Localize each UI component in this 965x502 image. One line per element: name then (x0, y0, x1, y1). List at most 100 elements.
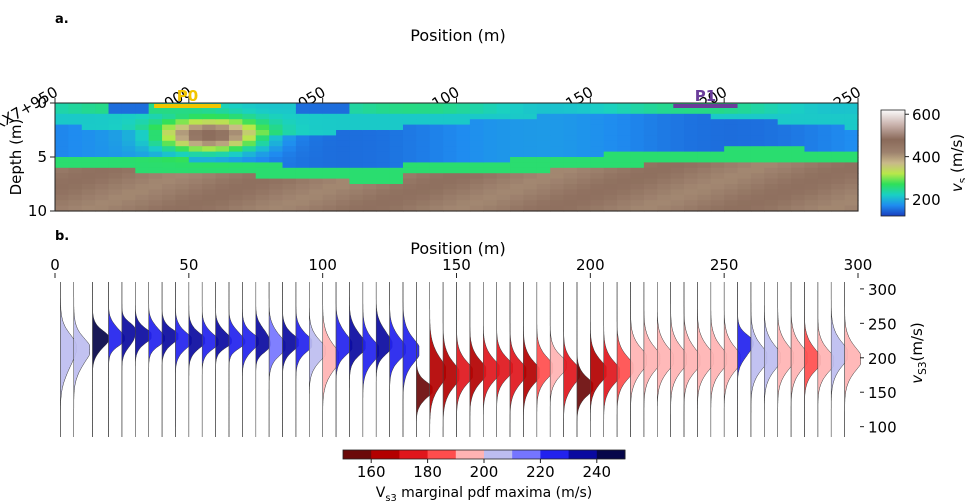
heatmap-cell (389, 146, 404, 153)
heatmap-cell (215, 200, 230, 207)
heatmap-cell (255, 200, 270, 207)
heatmap-cell (523, 140, 538, 147)
heatmap-cell (416, 135, 431, 142)
heatmap-cell (590, 178, 605, 185)
heatmap-cell (402, 194, 417, 201)
heatmap-cell (737, 167, 752, 174)
heatmap-cell (630, 189, 645, 196)
heatmap-cell (282, 194, 297, 201)
heatmap-cell (121, 151, 136, 158)
heatmap-cell (336, 173, 351, 180)
heatmap-cell (630, 178, 645, 185)
heatmap-cell (750, 103, 765, 109)
heatmap-cell (496, 103, 511, 109)
heatmap-cell (295, 151, 310, 158)
heatmap-cell (590, 135, 605, 142)
heatmap-cell (590, 189, 605, 196)
pdf-maxima-colorbar-bin (596, 450, 626, 459)
heatmap-cell (844, 151, 859, 158)
heatmap-cell (710, 140, 725, 147)
heatmap-cell (108, 108, 123, 115)
heatmap-cell (162, 194, 177, 201)
vs-colorbar-tick-label: 200 (912, 191, 941, 209)
heatmap-cell (817, 135, 832, 142)
heatmap-cell (429, 119, 444, 126)
heatmap-cell (443, 194, 458, 201)
heatmap-cell (576, 113, 591, 120)
heatmap-cell (844, 178, 859, 185)
heatmap-cell (483, 184, 498, 190)
heatmap-cell (188, 189, 203, 196)
heatmap-cell (710, 167, 725, 174)
heatmap-cell (697, 151, 712, 158)
heatmap-cell (804, 157, 819, 163)
vs-colorbar-label: vs (m/s) (948, 134, 965, 192)
heatmap-cell (175, 157, 190, 163)
heatmap-cell (121, 189, 136, 196)
heatmap-cell (443, 162, 458, 169)
pdf-maxima-colorbar-tick-label: 180 (413, 463, 442, 481)
heatmap-cell (844, 146, 859, 153)
heatmap-cell (737, 178, 752, 185)
heatmap-cell (309, 178, 324, 185)
heatmap-cell (469, 140, 484, 147)
heatmap-cell (710, 173, 725, 180)
pdf-maxima-colorbar-bin (427, 450, 457, 459)
heatmap-cell (55, 103, 69, 109)
heatmap-cell (684, 146, 698, 153)
heatmap-cell (777, 103, 792, 109)
heatmap-cell (55, 113, 69, 120)
heatmap-cell (791, 162, 806, 169)
heatmap-cell (563, 151, 578, 158)
heatmap-cell (657, 184, 672, 190)
heatmap-cell (576, 135, 591, 142)
heatmap-cell (496, 178, 511, 185)
heatmap-cell (148, 173, 163, 180)
heatmap-cell (402, 103, 417, 109)
heatmap-cell (697, 173, 712, 180)
heatmap-cell (550, 194, 565, 201)
heatmap-cell (135, 113, 150, 120)
heatmap-cell (750, 124, 765, 131)
heatmap-cell (764, 108, 779, 115)
heatmap-cell (362, 103, 377, 109)
heatmap-cell (389, 113, 404, 120)
violin (255, 282, 272, 437)
heatmap-cell (643, 108, 658, 115)
heatmap-cell (737, 205, 752, 212)
heatmap-cell (175, 189, 190, 196)
heatmap-cell (55, 124, 69, 131)
heatmap-cell (309, 130, 324, 136)
heatmap-cell (55, 162, 69, 169)
heatmap-cell (563, 157, 578, 163)
heatmap-cell (523, 178, 538, 185)
heatmap-cell (617, 184, 632, 190)
heatmap-cell (576, 200, 591, 207)
heatmap-cell (630, 157, 645, 163)
heatmap-cell (389, 108, 404, 115)
heatmap-cell (469, 205, 484, 212)
heatmap-cell (643, 184, 658, 190)
heatmap-cell (724, 130, 739, 136)
heatmap-cell (630, 108, 645, 115)
heatmap-cell (657, 130, 672, 136)
heatmap-cell (402, 184, 417, 190)
heatmap-cell (175, 124, 190, 131)
heatmap-cell (295, 124, 310, 131)
heatmap-cell (376, 146, 391, 153)
heatmap-cell (148, 119, 163, 126)
heatmap-cell (844, 140, 859, 147)
heatmap-cell (242, 173, 257, 180)
heatmap-cell (603, 194, 618, 201)
pdf-maxima-colorbar-tick-label: 240 (582, 463, 611, 481)
heatmap-cell (282, 119, 297, 126)
heatmap-cell (95, 135, 110, 142)
heatmap-cell (376, 173, 391, 180)
heatmap-cell (349, 194, 364, 201)
heatmap-cell (590, 157, 605, 163)
heatmap-cell (55, 108, 69, 115)
heatmap-cell (108, 135, 123, 142)
panel-b-x-tick-label: 250 (710, 256, 739, 274)
heatmap-cell (135, 146, 150, 153)
heatmap-cell (764, 205, 779, 212)
